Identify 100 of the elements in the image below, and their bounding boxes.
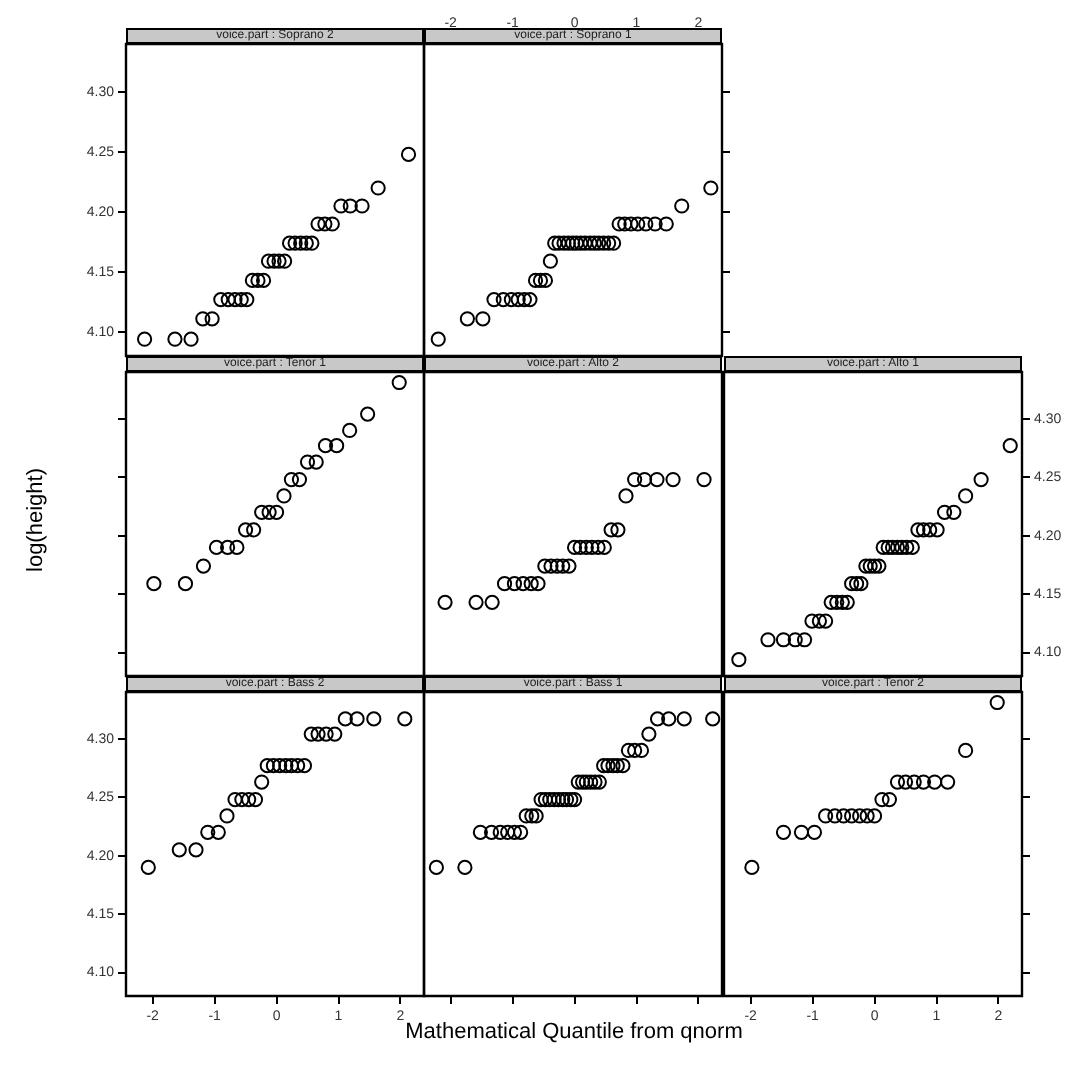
point bbox=[167, 331, 183, 347]
point bbox=[239, 292, 255, 308]
point bbox=[430, 331, 446, 347]
point bbox=[565, 235, 581, 251]
point bbox=[333, 198, 349, 214]
point bbox=[283, 758, 300, 774]
point bbox=[584, 539, 600, 555]
x-axis-title: Mathematical Quantile from qnorm bbox=[405, 1020, 743, 1044]
point bbox=[922, 522, 938, 538]
point bbox=[835, 808, 852, 824]
point bbox=[884, 539, 901, 555]
point bbox=[804, 613, 820, 629]
point bbox=[556, 235, 572, 251]
point bbox=[324, 216, 340, 232]
point bbox=[844, 808, 860, 824]
point bbox=[603, 522, 619, 538]
point bbox=[208, 539, 225, 555]
point bbox=[848, 576, 865, 592]
point bbox=[591, 235, 607, 251]
point bbox=[220, 292, 236, 308]
point bbox=[910, 522, 926, 538]
point bbox=[577, 235, 593, 251]
point bbox=[862, 558, 878, 574]
point bbox=[806, 824, 823, 840]
point bbox=[503, 292, 519, 308]
point bbox=[775, 632, 792, 648]
point bbox=[633, 742, 650, 759]
point bbox=[844, 576, 860, 592]
point bbox=[627, 742, 643, 759]
point bbox=[958, 488, 974, 504]
point bbox=[241, 791, 257, 808]
point bbox=[195, 311, 211, 327]
point bbox=[287, 235, 303, 251]
point bbox=[483, 824, 500, 840]
point bbox=[542, 253, 558, 269]
point bbox=[578, 539, 594, 555]
point bbox=[496, 576, 513, 592]
point bbox=[495, 292, 511, 308]
point bbox=[247, 791, 264, 808]
point bbox=[530, 576, 546, 592]
point bbox=[140, 859, 156, 875]
point bbox=[308, 454, 324, 470]
point bbox=[537, 558, 553, 574]
point bbox=[674, 198, 690, 214]
point bbox=[290, 758, 306, 774]
point bbox=[787, 632, 803, 648]
point bbox=[246, 522, 262, 538]
point bbox=[858, 558, 874, 574]
point bbox=[177, 576, 194, 592]
point bbox=[272, 758, 288, 774]
point bbox=[561, 558, 577, 574]
point bbox=[596, 235, 612, 251]
point bbox=[853, 576, 869, 592]
point bbox=[354, 198, 370, 214]
point bbox=[839, 594, 855, 610]
point bbox=[641, 726, 657, 742]
point bbox=[244, 272, 260, 288]
point bbox=[500, 824, 516, 840]
point bbox=[204, 311, 220, 327]
point bbox=[915, 774, 932, 790]
point bbox=[605, 235, 622, 251]
point bbox=[298, 235, 314, 251]
point bbox=[649, 471, 665, 488]
point bbox=[136, 331, 153, 347]
point bbox=[818, 808, 834, 824]
point bbox=[291, 471, 308, 488]
point bbox=[360, 406, 376, 422]
point bbox=[596, 539, 612, 555]
point bbox=[227, 292, 243, 308]
point bbox=[658, 216, 674, 232]
point bbox=[283, 471, 300, 488]
point bbox=[370, 180, 386, 196]
point bbox=[623, 216, 639, 232]
point bbox=[936, 504, 953, 520]
point bbox=[547, 235, 563, 251]
point bbox=[601, 235, 617, 251]
point bbox=[560, 235, 576, 251]
point bbox=[484, 594, 500, 610]
point bbox=[591, 774, 607, 790]
point bbox=[468, 594, 484, 610]
point bbox=[542, 791, 558, 808]
point bbox=[829, 594, 845, 610]
point bbox=[317, 438, 334, 454]
point bbox=[513, 824, 529, 840]
point bbox=[563, 791, 579, 808]
point bbox=[551, 235, 567, 251]
point bbox=[881, 791, 898, 808]
point bbox=[617, 216, 633, 232]
point bbox=[573, 235, 589, 251]
point bbox=[342, 198, 358, 214]
point bbox=[227, 791, 243, 808]
point bbox=[852, 808, 868, 824]
point bbox=[696, 471, 712, 488]
point bbox=[278, 758, 294, 774]
point bbox=[775, 824, 792, 840]
point bbox=[889, 774, 906, 790]
point bbox=[703, 180, 719, 196]
point bbox=[329, 438, 345, 454]
point bbox=[229, 539, 245, 555]
point bbox=[915, 522, 932, 538]
